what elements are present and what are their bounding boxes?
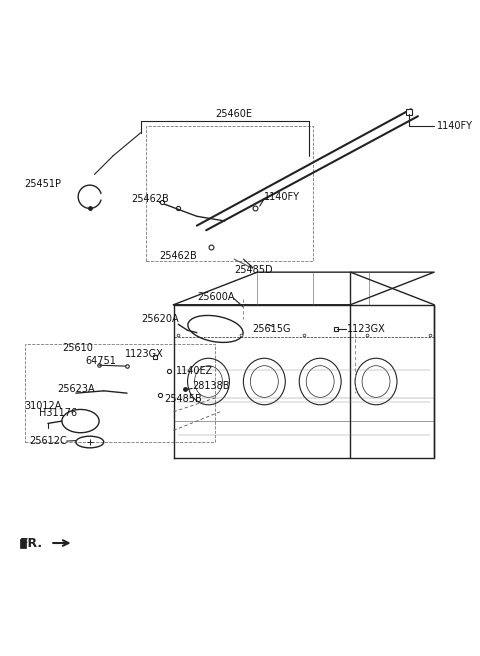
- FancyBboxPatch shape: [20, 539, 25, 548]
- Text: 25462B: 25462B: [132, 194, 169, 203]
- Text: 1123GX: 1123GX: [125, 348, 164, 359]
- Text: 25612C: 25612C: [29, 436, 67, 446]
- Text: 25451P: 25451P: [24, 178, 61, 189]
- Text: 25462B: 25462B: [160, 251, 197, 261]
- Text: 1123GX: 1123GX: [347, 324, 385, 334]
- Text: 25485D: 25485D: [234, 265, 273, 275]
- Text: 1140FY: 1140FY: [436, 121, 472, 131]
- Text: 64751: 64751: [85, 356, 116, 365]
- Text: 31012A: 31012A: [24, 401, 62, 411]
- Text: H31176: H31176: [38, 408, 77, 418]
- Text: 25620A: 25620A: [141, 314, 179, 323]
- Text: 25485B: 25485B: [164, 394, 202, 403]
- Text: 25615G: 25615G: [252, 324, 291, 334]
- Text: 25610: 25610: [62, 342, 93, 352]
- Text: 25460E: 25460E: [216, 109, 252, 119]
- Text: 25600A: 25600A: [197, 292, 234, 302]
- Text: 1140FY: 1140FY: [264, 192, 300, 202]
- Text: 28138B: 28138B: [192, 381, 230, 391]
- Text: 1140EZ: 1140EZ: [176, 366, 213, 376]
- Text: 25623A: 25623A: [57, 384, 95, 394]
- Text: FR.: FR.: [20, 537, 43, 550]
